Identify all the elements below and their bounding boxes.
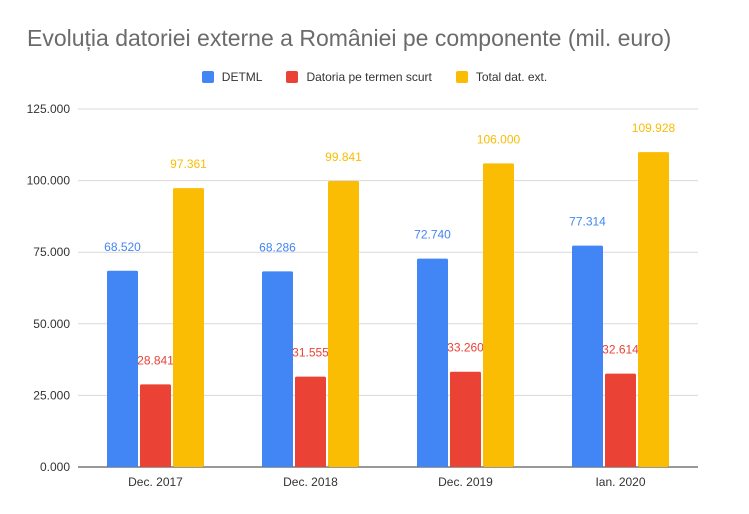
legend-label: Total dat. ext. xyxy=(475,70,548,84)
data-label: 31.555 xyxy=(292,346,329,360)
bar-2-2 xyxy=(483,163,514,467)
data-label: 32.614 xyxy=(602,343,639,357)
y-tick-label: 100.000 xyxy=(27,174,71,188)
bar-1-1 xyxy=(295,376,326,467)
legend-item-0: DETML xyxy=(201,70,263,84)
y-tick-label: 75.000 xyxy=(33,245,70,259)
x-tick-label: Dec. 2018 xyxy=(283,475,338,489)
bar-2-3 xyxy=(638,152,669,468)
y-tick-label: 0.000 xyxy=(40,460,70,474)
data-label: 77.314 xyxy=(569,215,606,229)
data-label: 109.928 xyxy=(632,121,676,135)
data-label: 97.361 xyxy=(170,157,207,171)
data-label: 106.000 xyxy=(477,132,521,146)
y-tick-label: 125.000 xyxy=(27,102,71,116)
bar-1-2 xyxy=(450,371,481,467)
x-tick-label: Dec. 2017 xyxy=(128,475,183,489)
data-label: 33.260 xyxy=(447,341,484,355)
bar-1-0 xyxy=(140,384,171,467)
data-label: 68.286 xyxy=(259,240,296,254)
bar-0-0 xyxy=(107,270,138,467)
legend-label: DETML xyxy=(221,70,263,84)
legend-label: Datoria pe termen scurt xyxy=(306,70,432,84)
x-tick-label: Dec. 2019 xyxy=(438,475,493,489)
legend-swatch xyxy=(201,71,214,83)
bar-0-1 xyxy=(262,271,293,467)
data-label: 99.841 xyxy=(325,150,362,164)
chart-title: Evoluția datoriei externe a României pe … xyxy=(27,25,672,51)
legend-item-1: Datoria pe termen scurt xyxy=(286,70,432,84)
bar-0-2 xyxy=(417,258,448,467)
data-label: 68.520 xyxy=(104,240,141,254)
y-tick-label: 25.000 xyxy=(33,388,70,402)
data-label: 72.740 xyxy=(414,228,451,242)
bar-2-1 xyxy=(328,181,359,468)
legend-item-2: Total dat. ext. xyxy=(455,70,548,84)
legend-swatch xyxy=(286,71,299,83)
legend-swatch xyxy=(455,71,468,83)
bar-0-3 xyxy=(572,245,603,467)
bar-2-0 xyxy=(173,188,204,468)
y-tick-label: 50.000 xyxy=(33,317,70,331)
data-label: 28.841 xyxy=(137,353,174,367)
chart-legend: DETML Datoria pe termen scurt Total dat. e… xyxy=(0,70,749,84)
bar-1-3 xyxy=(605,373,636,467)
x-tick-label: Ian. 2020 xyxy=(595,475,645,489)
